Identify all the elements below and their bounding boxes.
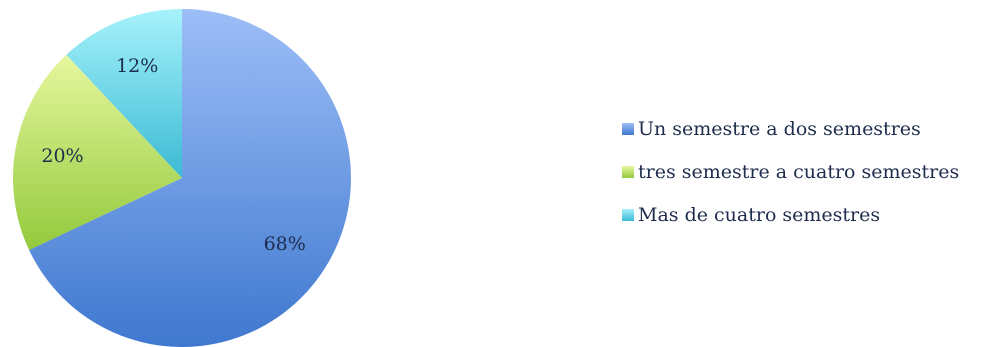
- slice-label-un-semestre-a-dos-semestres: 68%: [264, 233, 306, 255]
- legend-label-tres-semestre-a-cuatro-semestres: tres semestre a cuatro semestres: [638, 161, 959, 183]
- pie-slice-un-semestre-a-dos-semestres: [29, 9, 351, 347]
- pie-slices: [13, 9, 351, 347]
- legend-label-un-semestre-a-dos-semestres: Un semestre a dos semestres: [638, 118, 921, 140]
- pie-slice-labels: 68% 20% 12%: [41, 55, 305, 255]
- legend-label-mas-de-cuatro-semestres: Mas de cuatro semestres: [638, 204, 880, 226]
- pie-slice-tres-semestre-a-cuatro-semestres: [13, 54, 183, 250]
- legend-swatch-mas-de-cuatro-semestres: [622, 209, 634, 221]
- legend-swatch-tres-semestre-a-cuatro-semestres: [622, 166, 634, 178]
- slice-label-mas-de-cuatro-semestres: 12%: [116, 55, 158, 77]
- pie-slice-mas-de-cuatro-semestres: [66, 9, 182, 178]
- legend-swatch-un-semestre-a-dos-semestres: [622, 123, 634, 135]
- legend: Un semestre a dos semestres tres semestre…: [622, 118, 959, 226]
- slice-label-tres-semestre-a-cuatro-semestres: 20%: [41, 145, 83, 167]
